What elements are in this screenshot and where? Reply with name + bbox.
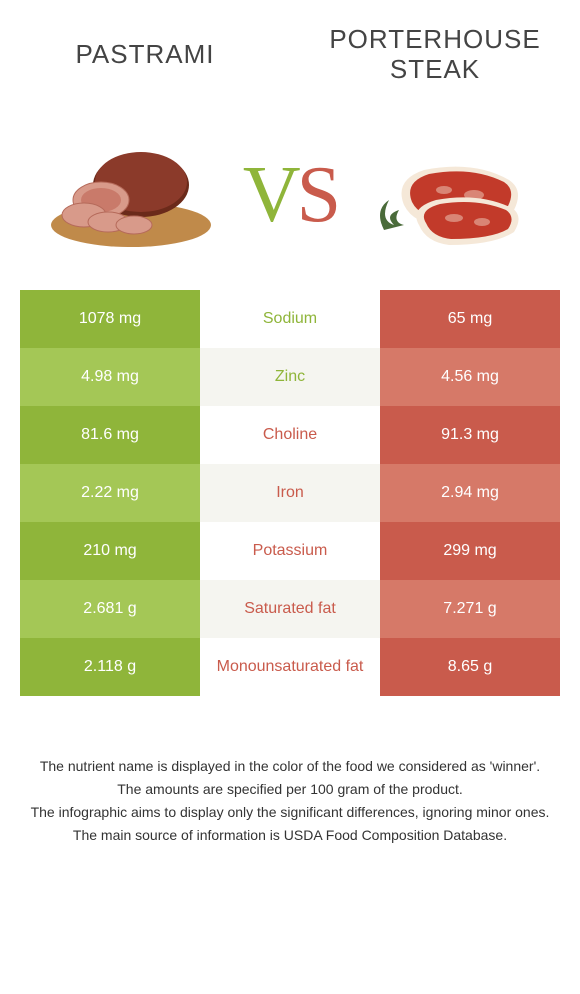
- steak-image: [337, 130, 560, 260]
- value-left: 210 mg: [20, 522, 200, 580]
- nutrient-label: Sodium: [200, 290, 380, 348]
- value-right: 7.271 g: [380, 580, 560, 638]
- value-right: 2.94 mg: [380, 464, 560, 522]
- footnote-line: The nutrient name is displayed in the co…: [20, 756, 560, 777]
- food-right-title: Porterhouse steak: [290, 25, 580, 85]
- images-row: VS: [0, 110, 580, 280]
- table-row: 1078 mgSodium65 mg: [20, 290, 560, 348]
- footnote-line: The main source of information is USDA F…: [20, 825, 560, 846]
- table-row: 4.98 mgZinc4.56 mg: [20, 348, 560, 406]
- value-right: 65 mg: [380, 290, 560, 348]
- value-left: 4.98 mg: [20, 348, 200, 406]
- value-left: 1078 mg: [20, 290, 200, 348]
- nutrient-label: Monounsaturated fat: [200, 638, 380, 696]
- pastrami-image: [20, 130, 243, 260]
- value-right: 4.56 mg: [380, 348, 560, 406]
- vs-v: V: [243, 150, 297, 241]
- value-right: 299 mg: [380, 522, 560, 580]
- value-left: 2.118 g: [20, 638, 200, 696]
- nutrient-label: Saturated fat: [200, 580, 380, 638]
- value-right: 8.65 g: [380, 638, 560, 696]
- comparison-table: 1078 mgSodium65 mg4.98 mgZinc4.56 mg81.6…: [20, 290, 560, 696]
- nutrient-label: Choline: [200, 406, 380, 464]
- value-left: 2.681 g: [20, 580, 200, 638]
- footnote-line: The infographic aims to display only the…: [20, 802, 560, 823]
- nutrient-label: Zinc: [200, 348, 380, 406]
- value-left: 2.22 mg: [20, 464, 200, 522]
- table-row: 2.22 mgIron2.94 mg: [20, 464, 560, 522]
- table-row: 210 mgPotassium299 mg: [20, 522, 560, 580]
- value-right: 91.3 mg: [380, 406, 560, 464]
- steak-icon: [364, 130, 534, 260]
- pastrami-icon: [46, 130, 216, 260]
- nutrient-label: Potassium: [200, 522, 380, 580]
- table-row: 2.681 gSaturated fat7.271 g: [20, 580, 560, 638]
- footnote-line: The amounts are specified per 100 gram o…: [20, 779, 560, 800]
- nutrient-label: Iron: [200, 464, 380, 522]
- food-left-title: Pastrami: [0, 40, 290, 70]
- footnotes: The nutrient name is displayed in the co…: [20, 756, 560, 846]
- vs-label: VS: [243, 150, 337, 241]
- header: Pastrami Porterhouse steak: [0, 0, 580, 110]
- value-left: 81.6 mg: [20, 406, 200, 464]
- vs-s: S: [297, 150, 338, 241]
- table-row: 2.118 gMonounsaturated fat8.65 g: [20, 638, 560, 696]
- table-row: 81.6 mgCholine91.3 mg: [20, 406, 560, 464]
